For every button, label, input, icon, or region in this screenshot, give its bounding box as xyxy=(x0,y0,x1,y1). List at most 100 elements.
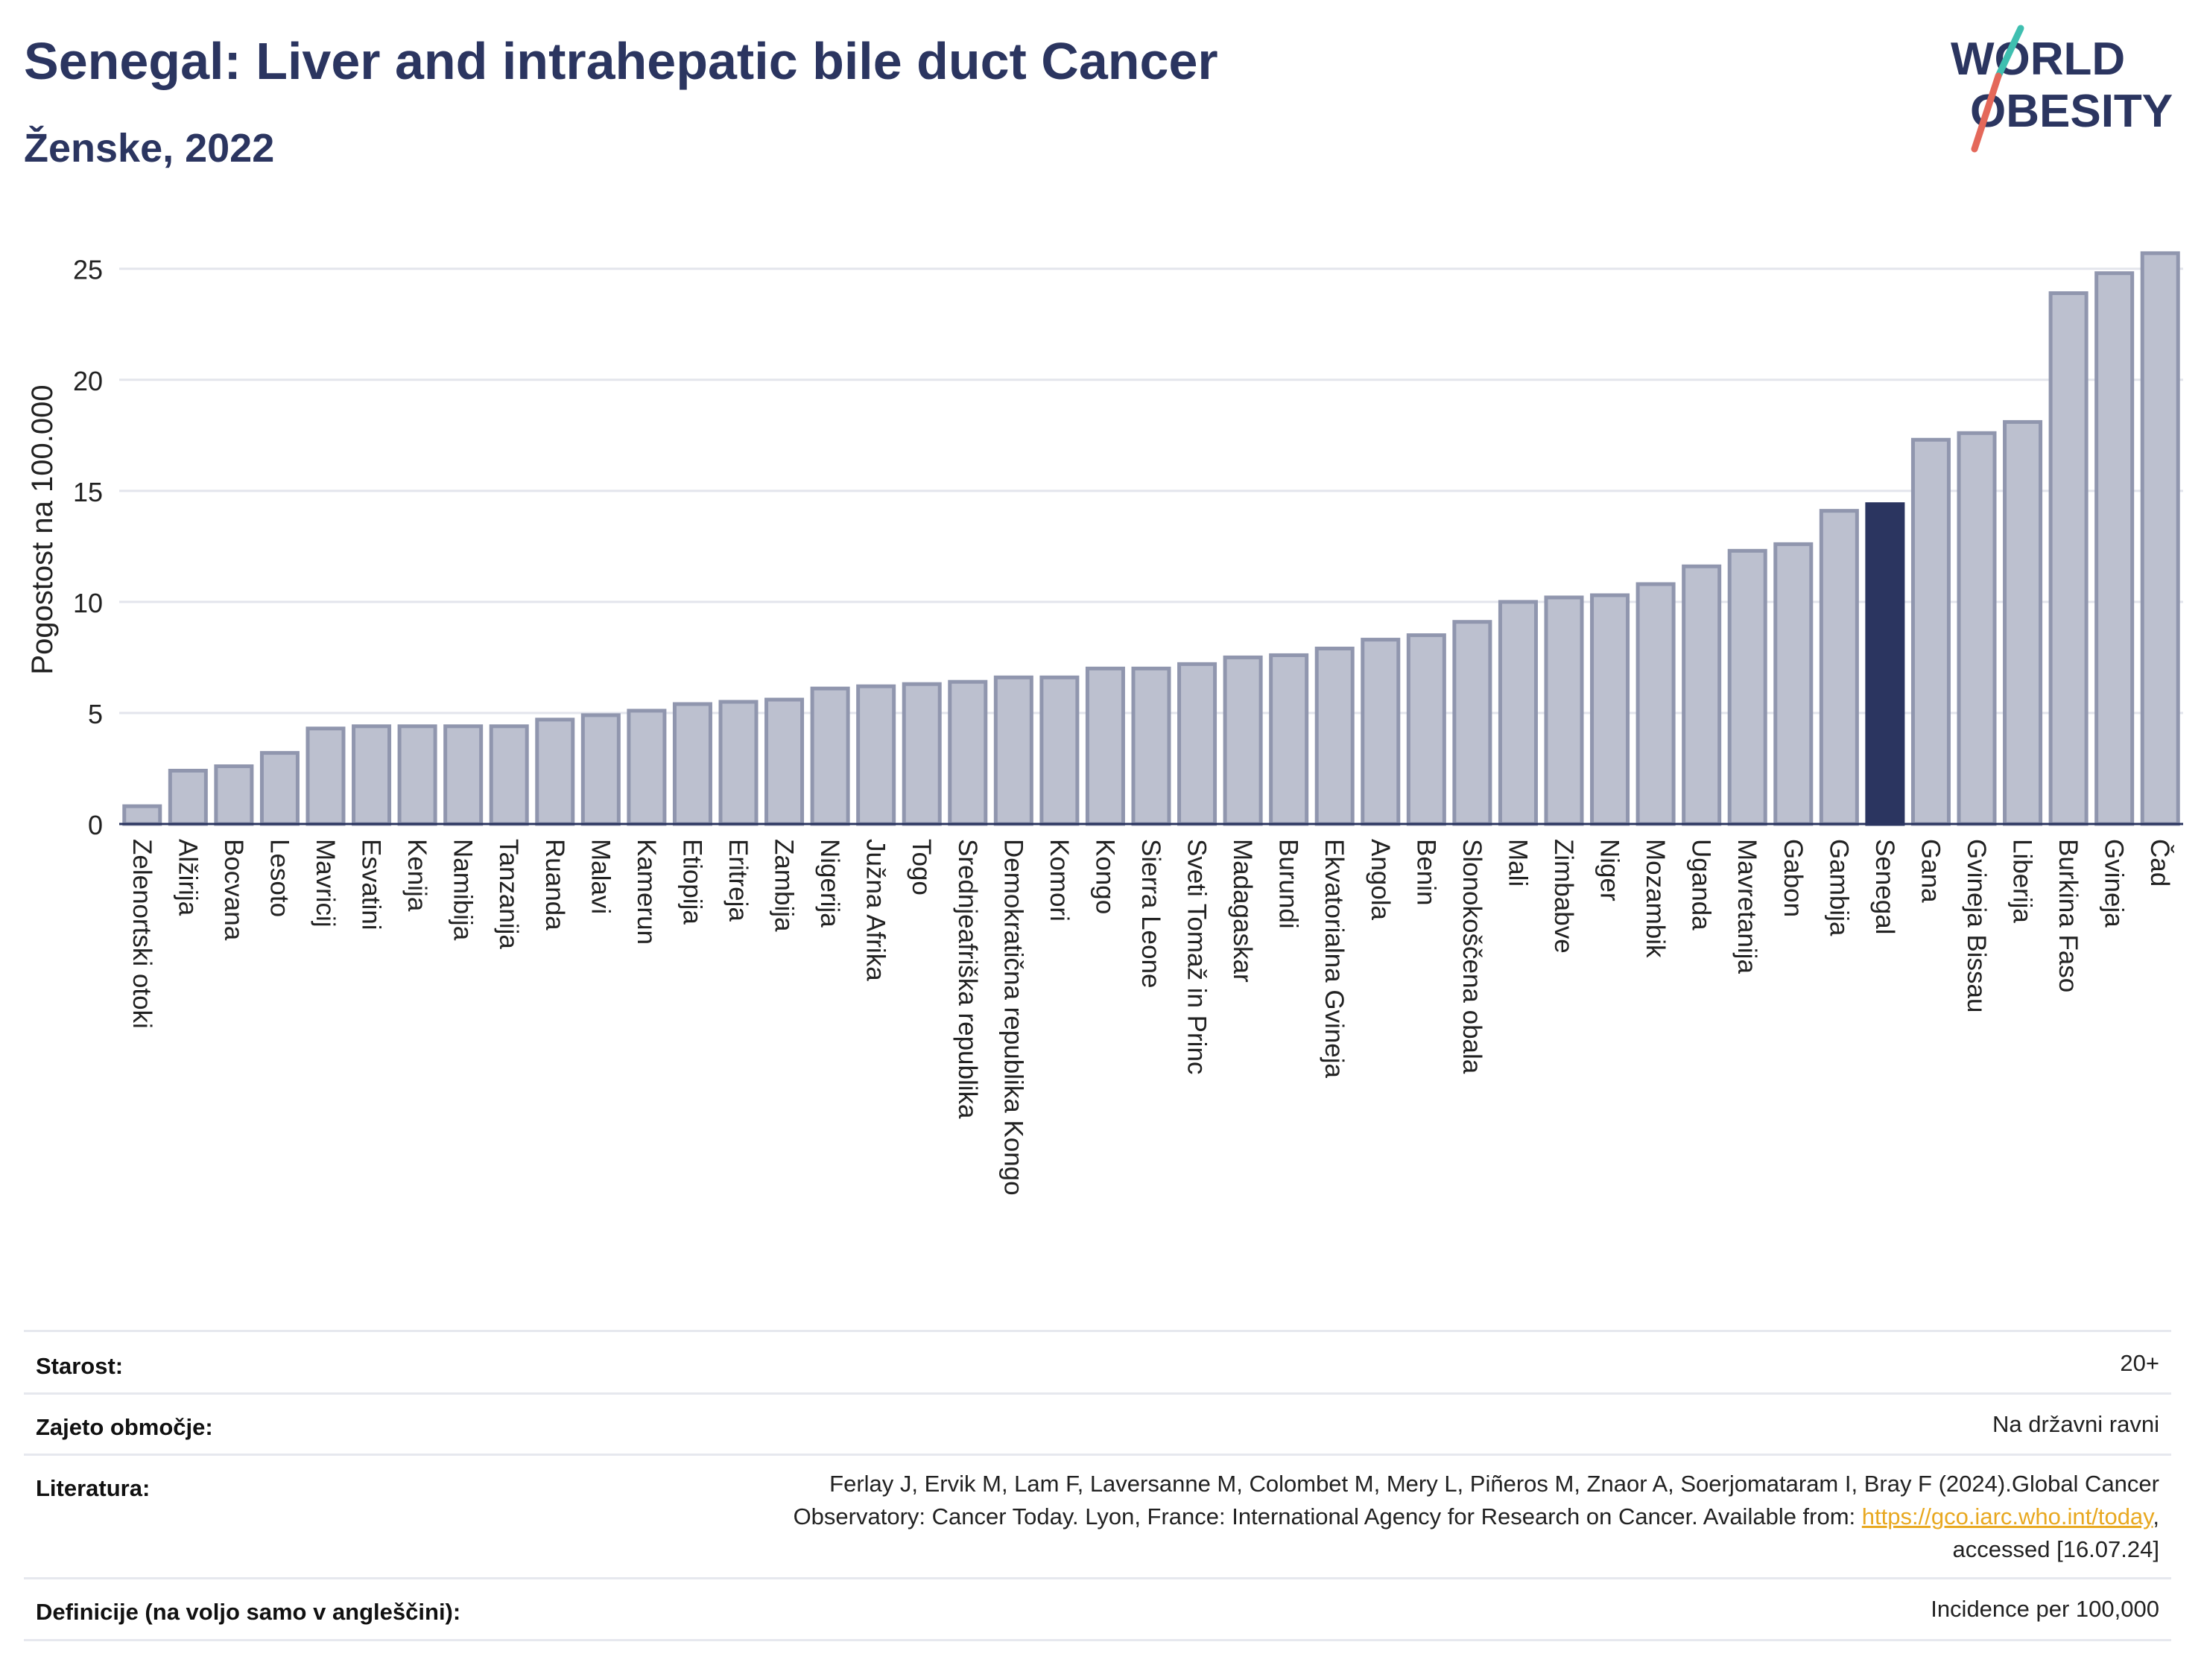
x-tick-label: Etiopija xyxy=(677,839,706,925)
x-tick-label: Ruanda xyxy=(540,839,569,931)
x-tick-label: Sveti Tomaž in Princ xyxy=(1182,839,1212,1074)
bar-3 xyxy=(259,751,300,826)
bar-9 xyxy=(535,717,575,826)
bar-26 xyxy=(1314,646,1355,826)
info-label-definitions: Definicije (na voljo samo v angleščini): xyxy=(36,1599,461,1625)
x-tick-label: Mali xyxy=(1503,839,1532,887)
bar-37 xyxy=(1819,509,1859,826)
x-tick-label: Senegal xyxy=(1870,839,1899,934)
x-tick-label: Kenija xyxy=(402,839,431,912)
x-tick-label: Tanzanija xyxy=(494,839,523,949)
x-tick-label: Sierra Leone xyxy=(1136,839,1165,988)
x-tick-label: Burkina Faso xyxy=(2053,839,2083,992)
bar-12 xyxy=(672,702,712,826)
info-table: Starost: 20+ Zajeto območje: Na državni … xyxy=(24,1330,2171,1643)
x-tick-label: Lesoto xyxy=(265,839,294,917)
bar-6 xyxy=(397,724,437,826)
bar-15 xyxy=(810,686,850,826)
bar-34 xyxy=(1682,564,1722,826)
x-tick-label: Gabon xyxy=(1779,839,1808,917)
bar-35 xyxy=(1727,548,1767,826)
x-tick-label: Gana xyxy=(1916,839,1945,903)
bar-36 xyxy=(1773,542,1814,826)
x-tick-label: Nigerija xyxy=(815,839,844,928)
x-tick-label: Namibija xyxy=(449,839,478,941)
x-tick-label: Burundi xyxy=(1274,839,1303,929)
bar-38 xyxy=(1865,502,1905,826)
bar-39 xyxy=(1910,437,1951,826)
x-tick-label: Malavi xyxy=(586,839,615,914)
bar-8 xyxy=(489,724,529,826)
info-value-definitions: Incidence per 100,000 xyxy=(1931,1596,2159,1622)
x-tick-label: Srednjeafriška republika xyxy=(953,839,982,1119)
bar-21 xyxy=(1085,666,1125,826)
x-tick-label: Benin xyxy=(1411,839,1440,906)
bar-2 xyxy=(214,764,254,826)
x-tick-label: Čad xyxy=(2145,839,2174,887)
x-tick-label: Madagaskar xyxy=(1228,839,1257,983)
info-value-coverage: Na državni ravni xyxy=(1992,1411,2159,1437)
x-tick-label: Gvineja xyxy=(2100,839,2129,928)
x-tick-label: Niger xyxy=(1595,839,1624,901)
gco-link[interactable]: https://gco.iarc.who.int/today xyxy=(1861,1503,2153,1530)
x-tick-label: Togo xyxy=(907,839,936,896)
bar-40 xyxy=(1957,431,1997,826)
x-tick-label: Mavricij xyxy=(311,839,340,928)
x-tick-label: Mavretanija xyxy=(1732,839,1761,974)
bar-17 xyxy=(902,682,942,826)
bar-33 xyxy=(1635,582,1676,826)
bar-18 xyxy=(948,679,988,826)
x-tick-label: Južna Afrika xyxy=(861,839,890,981)
x-tick-label: Ekvatorialna Gvineja xyxy=(1320,839,1349,1079)
info-label-literature: Literatura: xyxy=(36,1475,151,1501)
bar-25 xyxy=(1269,653,1309,826)
info-value-age: 20+ xyxy=(2120,1350,2159,1376)
info-label-age: Starost: xyxy=(36,1353,124,1379)
logo-line1: WORLD xyxy=(1951,34,2125,85)
y-tick-label: 5 xyxy=(88,699,103,729)
literature-line-1: Ferlay J, Ervik M, Lam F, Laversanne M, … xyxy=(829,1471,2159,1497)
x-tick-label: Uganda xyxy=(1687,839,1716,931)
x-tick-label: Demokratična republika Kongo xyxy=(998,839,1027,1196)
y-axis-label: Pogostost na 100.000 xyxy=(26,384,59,674)
bar-7 xyxy=(443,724,484,826)
x-tick-label: Angola xyxy=(1366,839,1395,921)
bar-19 xyxy=(993,675,1033,826)
bar-4 xyxy=(305,726,346,826)
literature-line-2-text: Observatory: Cancer Today. Lyon, France:… xyxy=(793,1503,1862,1530)
x-tick-label: Mozambik xyxy=(1641,839,1670,958)
y-tick-label: 15 xyxy=(73,477,103,507)
bar-14 xyxy=(764,697,805,826)
bar-20 xyxy=(1039,675,1080,826)
info-row-definitions: Definicije (na voljo samo v angleščini):… xyxy=(24,1577,2171,1641)
x-tick-label: Zelenortski otoki xyxy=(127,839,156,1029)
x-tick-label: Komori xyxy=(1045,839,1074,922)
bar-5 xyxy=(352,724,392,826)
info-value-literature: Ferlay J, Ervik M, Lam F, Laversanne M, … xyxy=(794,1468,2159,1566)
x-tick-label: Alžirija xyxy=(173,839,202,916)
logo-line2: OBESITY xyxy=(1970,86,2173,137)
y-tick-label: 25 xyxy=(73,255,103,285)
bar-22 xyxy=(1131,666,1171,826)
y-tick-label: 10 xyxy=(73,588,103,618)
x-tick-label: Kongo xyxy=(1090,839,1119,914)
bar-27 xyxy=(1361,638,1401,826)
bar-44 xyxy=(2140,251,2180,826)
x-tick-label: Gambija xyxy=(1824,839,1853,936)
world-obesity-logo: WORLD OBESITY xyxy=(1951,25,2173,153)
bar-31 xyxy=(1544,595,1584,826)
bar-24 xyxy=(1223,655,1263,826)
x-tick-label: Liberija xyxy=(2008,839,2037,923)
bar-42 xyxy=(2048,291,2089,826)
x-tick-label: Bocvana xyxy=(219,839,248,941)
bar-41 xyxy=(2003,419,2043,826)
bar-0 xyxy=(122,804,162,826)
bar-43 xyxy=(2094,271,2135,826)
bar-30 xyxy=(1498,600,1538,826)
chart-title: Senegal: Liver and intrahepatic bile duc… xyxy=(24,32,1218,90)
bar-32 xyxy=(1590,593,1630,826)
bar-10 xyxy=(580,713,621,826)
x-tick-label: Eritreja xyxy=(723,839,753,922)
info-row-coverage: Zajeto območje: Na državni ravni xyxy=(24,1392,2171,1454)
bar-23 xyxy=(1177,662,1217,826)
